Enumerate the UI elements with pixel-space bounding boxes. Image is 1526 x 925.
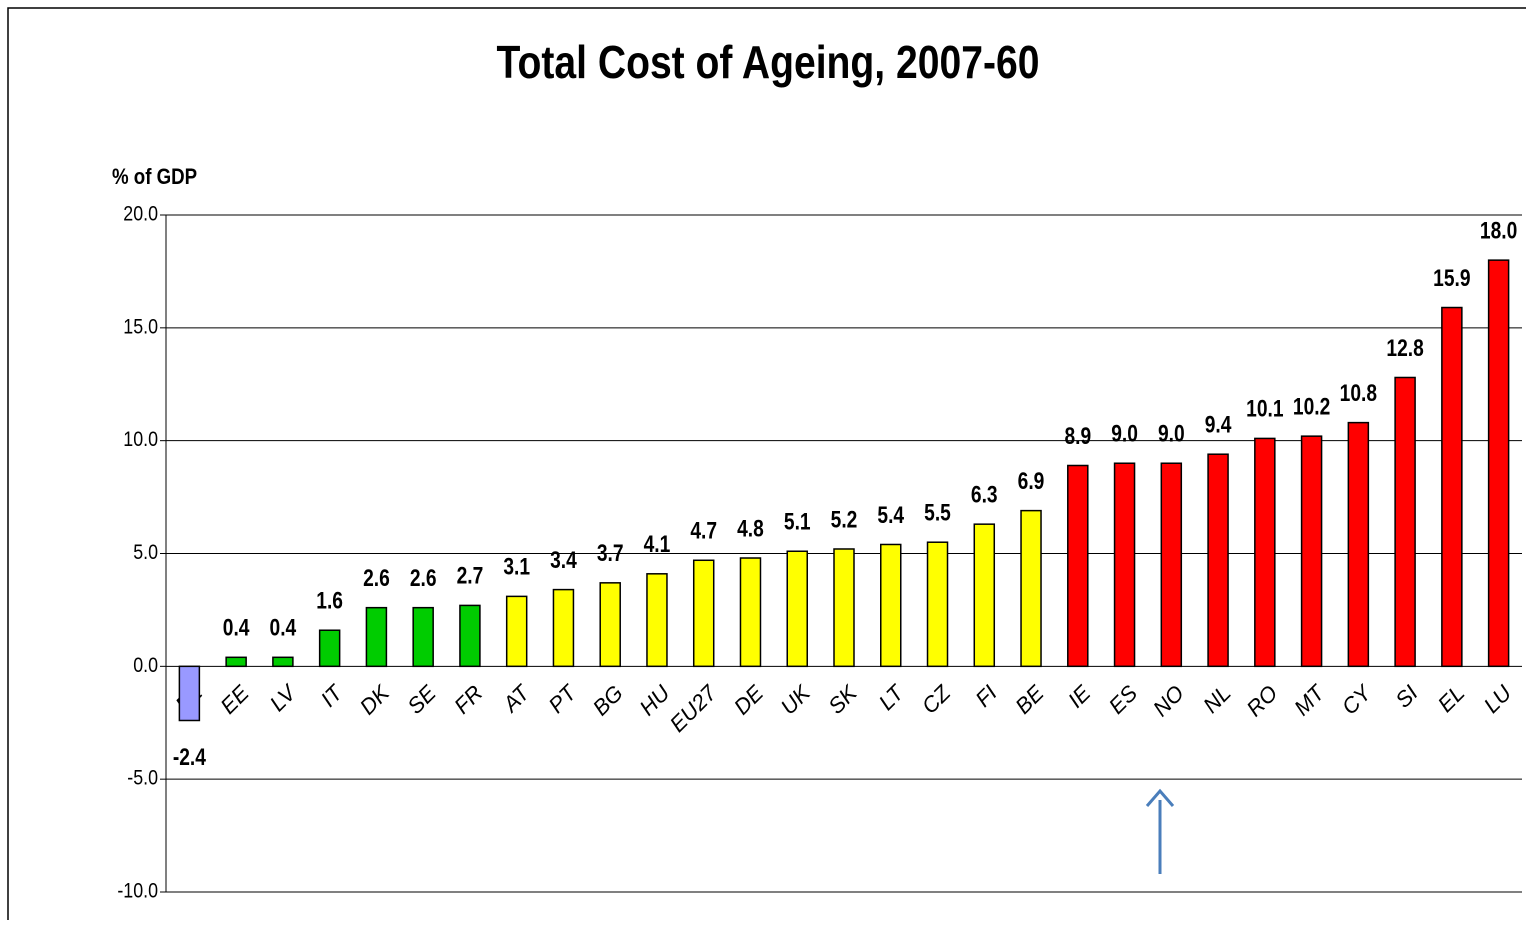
data-label: -2.4 [173, 743, 206, 771]
y-tick-label: 15.0 [123, 315, 158, 339]
data-label: 8.9 [1064, 422, 1091, 450]
data-label: 4.8 [737, 514, 764, 542]
bar [1067, 464, 1089, 668]
data-label: 5.5 [924, 498, 951, 526]
y-tick-label: 10.0 [123, 428, 158, 452]
bar [973, 523, 996, 668]
data-label: 4.1 [644, 530, 671, 558]
bar [692, 559, 715, 668]
bar [459, 604, 481, 668]
frame [7, 7, 1526, 925]
data-label: 6.9 [1018, 467, 1045, 495]
data-label: 18.0 [1480, 216, 1517, 244]
data-label: 0.4 [270, 614, 297, 642]
bar [1160, 462, 1183, 668]
data-label: 3.1 [503, 553, 530, 581]
bar [272, 656, 294, 668]
bar [318, 629, 341, 668]
bar [1347, 421, 1370, 668]
data-label: 5.4 [877, 501, 904, 529]
bar [1207, 453, 1229, 668]
data-label: 10.2 [1293, 392, 1330, 420]
data-label: 15.9 [1433, 264, 1470, 292]
data-label: 1.6 [316, 586, 343, 614]
arrow-head [1145, 788, 1175, 807]
y-axis-label: % of GDP [112, 165, 197, 189]
data-label: 10.1 [1246, 395, 1283, 423]
y-tick-label: 0.0 [133, 654, 158, 678]
data-label: 0.4 [223, 614, 250, 642]
bar [739, 557, 762, 668]
arrow [1145, 788, 1175, 874]
bar [1020, 509, 1042, 668]
data-label: 6.3 [971, 480, 998, 508]
data-label: 3.4 [550, 546, 577, 574]
bar [646, 573, 668, 668]
data-label: 5.1 [784, 507, 811, 535]
data-label: 10.8 [1340, 379, 1377, 407]
y-tick-label: 20.0 [123, 202, 158, 226]
y-tick-label: 5.0 [133, 541, 158, 565]
y-tick-label: -10.0 [117, 879, 158, 903]
bar [1254, 437, 1276, 668]
bar [552, 588, 575, 668]
data-label: 2.6 [410, 564, 437, 592]
bar [178, 665, 201, 722]
bar [599, 582, 621, 668]
data-label: 9.4 [1205, 410, 1232, 438]
data-label: 5.2 [831, 505, 858, 533]
data-label: 4.7 [690, 517, 717, 545]
bar [365, 606, 388, 668]
bar [880, 543, 902, 668]
bar [505, 595, 528, 668]
data-label: 2.6 [363, 564, 390, 592]
data-label: 12.8 [1386, 334, 1423, 362]
bar [1487, 259, 1510, 668]
data-label: 9.0 [1158, 419, 1185, 447]
bar [833, 548, 855, 668]
data-label: 3.7 [597, 539, 624, 567]
bar [1441, 306, 1463, 668]
chart-title: Total Cost of Ageing, 2007-60 [497, 37, 1040, 89]
bar [1113, 462, 1136, 668]
bar [412, 606, 434, 668]
y-tick-label: -5.0 [127, 766, 158, 790]
bar [225, 656, 247, 668]
bar [786, 550, 808, 668]
data-label: 2.7 [457, 562, 484, 590]
data-label: 9.0 [1111, 419, 1138, 447]
bar [1394, 376, 1416, 668]
bar [1300, 435, 1323, 668]
bar [926, 541, 949, 668]
